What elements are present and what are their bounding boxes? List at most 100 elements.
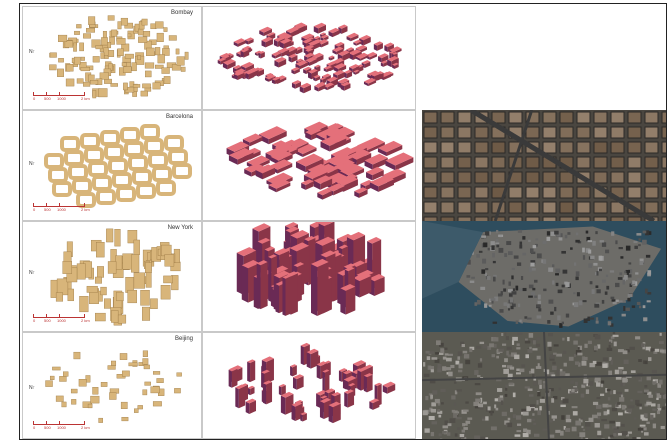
- building-roof: [346, 231, 366, 241]
- building-roof: [316, 361, 328, 367]
- building-footprint: [112, 172, 132, 188]
- building-texture: [563, 362, 567, 367]
- building-side: [367, 142, 385, 154]
- building-footprint: [106, 228, 114, 243]
- building-side: [279, 41, 284, 49]
- building-roof: [314, 64, 321, 68]
- building-roof: [261, 356, 274, 363]
- building-texture: [648, 357, 652, 362]
- building-texture: [441, 402, 444, 405]
- building-side: [260, 262, 268, 310]
- city-block: [661, 171, 666, 184]
- building-side: [259, 30, 264, 37]
- building-roof: [261, 36, 273, 43]
- building-roof: [277, 47, 290, 53]
- building-texture: [508, 293, 513, 297]
- scale-label: 1000: [57, 425, 66, 430]
- building-side: [266, 382, 273, 405]
- building-texture: [594, 423, 600, 428]
- building-texture: [498, 247, 504, 253]
- building-footprint: [143, 364, 150, 370]
- building-texture: [525, 377, 528, 382]
- building-side: [262, 167, 276, 180]
- building-texture: [430, 408, 437, 413]
- building-texture: [496, 355, 500, 359]
- building-texture: [618, 300, 623, 303]
- building-side: [318, 84, 326, 92]
- city-block: [508, 111, 523, 124]
- building-texture: [534, 279, 538, 283]
- building-texture: [617, 402, 621, 405]
- building-side: [309, 58, 318, 66]
- city-block: [627, 216, 642, 221]
- building-texture: [657, 403, 661, 408]
- building-texture: [499, 234, 502, 238]
- building-texture: [587, 340, 592, 345]
- building-texture: [431, 357, 438, 360]
- building-texture: [548, 346, 552, 351]
- building-texture: [622, 371, 627, 374]
- building-texture: [655, 391, 658, 396]
- building-texture: [640, 343, 645, 348]
- building-texture: [610, 359, 613, 365]
- building-texture: [492, 260, 496, 264]
- building-texture: [592, 240, 596, 246]
- building-side: [364, 61, 371, 69]
- building-texture: [593, 262, 598, 266]
- building-texture: [521, 364, 526, 368]
- building-texture: [615, 282, 620, 288]
- building-side: [302, 413, 307, 422]
- building-roof: [353, 39, 362, 44]
- building-texture: [588, 381, 594, 386]
- building-texture: [631, 305, 636, 308]
- building-roof: [333, 63, 347, 69]
- building-footprint: [74, 30, 80, 35]
- building-footprint: [70, 388, 78, 394]
- building-texture: [554, 306, 557, 312]
- building-side: [347, 391, 355, 408]
- footprint-map-beijing: Beijing N↑ 0 500 1000 2 km: [22, 332, 202, 439]
- building-footprint: [96, 242, 105, 258]
- building-texture: [625, 269, 631, 273]
- building-texture: [644, 360, 648, 365]
- building-texture: [549, 372, 555, 377]
- building-side: [300, 345, 304, 366]
- building-texture: [506, 346, 512, 350]
- city-block: [491, 171, 506, 184]
- building-texture: [517, 332, 523, 335]
- building-footprint: [96, 189, 116, 205]
- footprint-map-bombay: Bombay N↑ 0 500 1000 2 km: [22, 6, 202, 110]
- building-texture: [466, 259, 471, 265]
- city-block: [440, 186, 455, 199]
- building-texture: [564, 373, 570, 377]
- building-texture: [530, 418, 536, 422]
- building-roof: [337, 50, 350, 56]
- building-texture: [619, 397, 625, 402]
- building-texture: [451, 395, 456, 400]
- building-texture: [659, 349, 665, 353]
- building-roof: [296, 58, 303, 62]
- scale-bar: 0 500 1000 2 km: [33, 311, 93, 323]
- building-roof: [392, 62, 399, 66]
- building-texture: [495, 238, 499, 243]
- building-side: [305, 132, 312, 141]
- building-texture: [628, 405, 635, 409]
- building-texture: [639, 305, 642, 309]
- building-texture: [638, 359, 642, 362]
- building-roof: [308, 68, 318, 74]
- city-label: Beijing: [174, 336, 193, 342]
- building-texture: [574, 361, 580, 365]
- building-texture: [485, 437, 489, 439]
- building-texture: [440, 348, 445, 354]
- building-side: [317, 261, 329, 316]
- building-texture: [464, 437, 467, 439]
- building-texture: [504, 393, 508, 397]
- building-texture: [609, 390, 613, 395]
- building-texture: [652, 381, 657, 385]
- building-texture: [512, 392, 516, 398]
- building-footprint: [116, 38, 126, 45]
- city-block: [610, 201, 625, 214]
- building-texture: [448, 371, 453, 377]
- building-texture: [465, 401, 469, 404]
- building-side: [337, 81, 342, 89]
